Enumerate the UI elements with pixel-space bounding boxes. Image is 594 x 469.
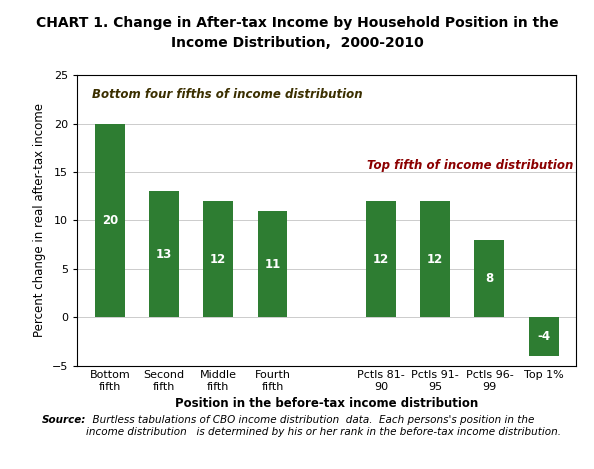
Bar <box>149 191 179 318</box>
Text: 11: 11 <box>264 257 280 271</box>
Text: Top fifth of income distribution: Top fifth of income distribution <box>366 159 573 173</box>
Bar <box>95 123 125 318</box>
Bar <box>258 211 287 318</box>
Text: 20: 20 <box>102 214 118 227</box>
Text: -4: -4 <box>537 330 550 343</box>
Text: Bottom four fifths of income distribution: Bottom four fifths of income distributio… <box>92 88 363 101</box>
X-axis label: Position in the before-tax income distribution: Position in the before-tax income distri… <box>175 397 478 410</box>
Y-axis label: Percent change in real after-tax income: Percent change in real after-tax income <box>33 104 46 337</box>
Bar <box>366 201 396 318</box>
Bar <box>420 201 450 318</box>
Bar <box>529 318 558 356</box>
Text: 8: 8 <box>485 272 494 285</box>
Text: CHART 1. Change in After-tax Income by Household Position in the
Income Distribu: CHART 1. Change in After-tax Income by H… <box>36 16 558 50</box>
Text: 12: 12 <box>373 253 389 266</box>
Bar <box>475 240 504 318</box>
Bar <box>203 201 233 318</box>
Text: 12: 12 <box>427 253 443 266</box>
Text: 12: 12 <box>210 253 226 266</box>
Text: Source:: Source: <box>42 415 86 425</box>
Text: Burtless tabulations of CBO income distribution  data.  Each persons's position : Burtless tabulations of CBO income distr… <box>86 415 561 437</box>
Text: 13: 13 <box>156 248 172 261</box>
